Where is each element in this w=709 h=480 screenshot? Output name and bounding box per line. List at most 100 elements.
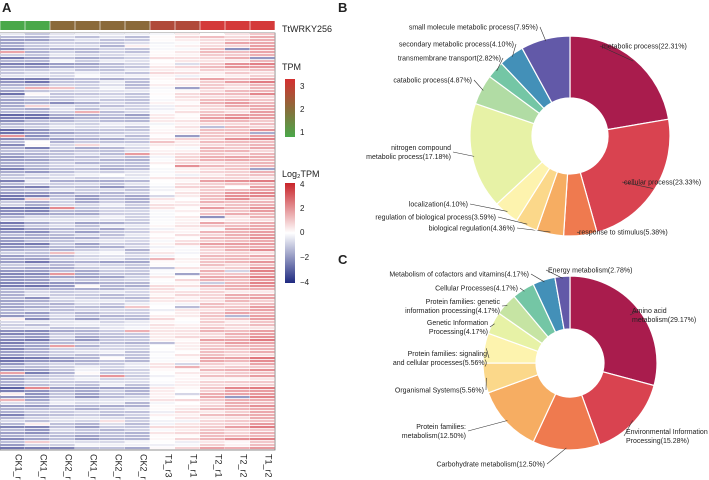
heatmap-cell [0,318,25,321]
heatmap-cell [50,303,75,306]
heatmap-cell [100,327,125,330]
heatmap-cell [75,195,100,198]
heatmap-cell [250,222,275,225]
heatmap-cell [50,54,75,57]
heatmap-cell [250,258,275,261]
heatmap-cell [0,51,25,54]
heatmap-cell [125,360,150,363]
heatmap-cell [25,237,50,240]
heatmap-cell [100,381,125,384]
heatmap-cell [225,381,250,384]
heatmap-cell [200,51,225,54]
heatmap-cell [250,393,275,396]
heatmap-cell [100,90,125,93]
heatmap-cell [125,93,150,96]
heatmap-cell [100,102,125,105]
heatmap-cell [50,66,75,69]
heatmap-cell [250,123,275,126]
heatmap-cell [75,378,100,381]
heatmap-cell [225,303,250,306]
heatmap-cell [100,330,125,333]
heatmap-cell [200,435,225,438]
heatmap-cell [100,81,125,84]
heatmap-cell [0,213,25,216]
heatmap-cell [100,174,125,177]
heatmap-cell [25,399,50,402]
heatmap-cell [100,303,125,306]
heatmap-cell [150,282,175,285]
heatmap-cell [50,117,75,120]
heatmap-cell [0,393,25,396]
heatmap-cell [150,342,175,345]
heatmap-cell [100,312,125,315]
heatmap-cell [0,420,25,423]
heatmap-cell [25,408,50,411]
heatmap-cell [75,390,100,393]
heatmap-cell [0,111,25,114]
heatmap-cell [125,192,150,195]
heatmap-cell [150,36,175,39]
heatmap-cell [25,159,50,162]
heatmap-cell [75,333,100,336]
heatmap-cell [75,255,100,258]
heatmap-cell [25,375,50,378]
heatmap-cell [175,381,200,384]
heatmap-cell [0,429,25,432]
heatmap-cell [200,339,225,342]
heatmap-cell [50,171,75,174]
heatmap-cell [175,231,200,234]
heatmap-cell [200,237,225,240]
heatmap-cell [250,219,275,222]
heatmap-cell [150,417,175,420]
heatmap-cell [225,285,250,288]
heatmap-cell [25,246,50,249]
heatmap-cell [0,144,25,147]
heatmap-cell [0,447,25,450]
heatmap-cell [150,348,175,351]
heatmap-cell [0,333,25,336]
heatmap-cell [75,246,100,249]
heatmap-cell [225,120,250,123]
heatmap-cell [200,309,225,312]
heatmap-cell [75,312,100,315]
heatmap-cell [200,333,225,336]
heatmap-cell [125,48,150,51]
heatmap-column-label: T2_r1 [214,454,224,478]
heatmap-cell [0,435,25,438]
heatmap-cell [0,321,25,324]
heatmap-cell [175,135,200,138]
heatmap-cell [0,258,25,261]
heatmap-cell [100,156,125,159]
heatmap-cell [200,258,225,261]
heatmap-cell [150,69,175,72]
heatmap-cell [125,300,150,303]
heatmap-cell [175,63,200,66]
heatmap-cell [0,303,25,306]
heatmap-cell [175,414,200,417]
heatmap-cell [0,48,25,51]
heatmap-cell [125,39,150,42]
heatmap-cell [25,396,50,399]
heatmap-cell [175,291,200,294]
heatmap-cell [75,219,100,222]
heatmap-cell [0,240,25,243]
heatmap-cell [100,225,125,228]
heatmap-cell [50,255,75,258]
heatmap-cell [150,51,175,54]
heatmap-cell [225,291,250,294]
pie-slice-label: response to stimulus(5.38%) [579,230,668,237]
heatmap-cell [250,69,275,72]
heatmap-cell [250,159,275,162]
heatmap-cell [100,234,125,237]
heatmap-cell [125,384,150,387]
heatmap-cell [50,51,75,54]
heatmap-cell [25,219,50,222]
heatmap-cell [0,183,25,186]
heatmap-cell [225,225,250,228]
heatmap-cell [225,363,250,366]
heatmap-cell [175,234,200,237]
heatmap-cell [200,387,225,390]
heatmap-cell [75,327,100,330]
heatmap-cell [100,171,125,174]
tpm-bar-cell [75,21,100,30]
